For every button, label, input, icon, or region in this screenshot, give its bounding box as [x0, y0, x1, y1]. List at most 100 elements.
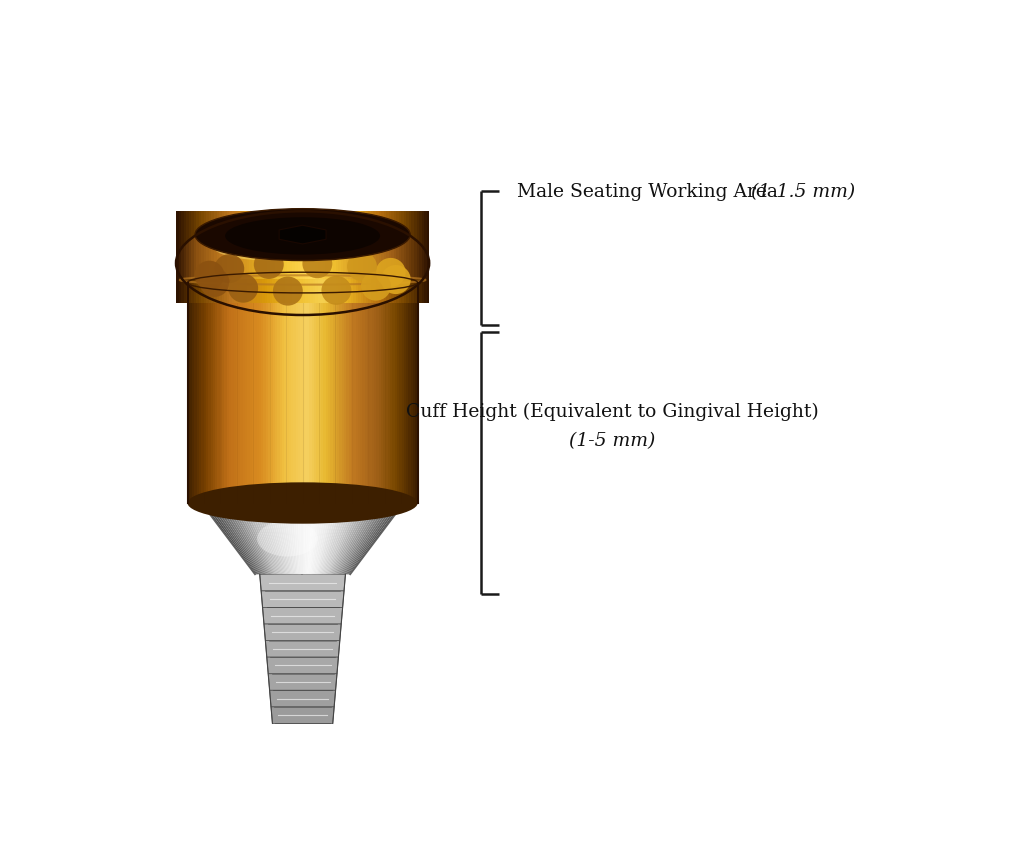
Polygon shape	[343, 211, 346, 303]
Polygon shape	[216, 211, 219, 303]
Polygon shape	[381, 211, 384, 303]
Polygon shape	[353, 216, 355, 279]
Polygon shape	[307, 211, 310, 279]
Polygon shape	[204, 230, 207, 279]
Polygon shape	[369, 219, 371, 279]
Polygon shape	[245, 216, 247, 279]
Polygon shape	[234, 503, 271, 574]
Polygon shape	[353, 211, 355, 303]
Polygon shape	[388, 283, 390, 503]
Polygon shape	[336, 211, 338, 303]
Polygon shape	[268, 674, 337, 690]
Polygon shape	[342, 283, 344, 503]
Polygon shape	[312, 503, 326, 574]
Ellipse shape	[214, 235, 328, 260]
Polygon shape	[262, 211, 264, 303]
Polygon shape	[338, 214, 341, 279]
Polygon shape	[204, 211, 207, 303]
Polygon shape	[323, 211, 326, 303]
Polygon shape	[178, 211, 181, 303]
Polygon shape	[274, 211, 278, 303]
Polygon shape	[226, 211, 229, 303]
Polygon shape	[188, 211, 191, 303]
Polygon shape	[280, 503, 293, 574]
Polygon shape	[337, 283, 339, 503]
Polygon shape	[326, 283, 328, 503]
Polygon shape	[290, 211, 293, 303]
Polygon shape	[334, 503, 371, 574]
Polygon shape	[241, 283, 243, 503]
Polygon shape	[307, 283, 309, 503]
Polygon shape	[416, 283, 418, 503]
Polygon shape	[367, 283, 370, 503]
Polygon shape	[328, 503, 358, 574]
Polygon shape	[275, 283, 278, 503]
Polygon shape	[313, 503, 328, 574]
Polygon shape	[248, 283, 250, 503]
Polygon shape	[183, 244, 186, 279]
Polygon shape	[391, 226, 394, 279]
Ellipse shape	[202, 495, 403, 511]
Polygon shape	[264, 624, 341, 641]
Polygon shape	[295, 211, 298, 279]
Polygon shape	[351, 283, 353, 503]
Polygon shape	[270, 283, 272, 503]
Ellipse shape	[200, 268, 229, 297]
Polygon shape	[307, 503, 315, 574]
Polygon shape	[250, 216, 252, 279]
Polygon shape	[339, 283, 342, 503]
Polygon shape	[239, 283, 241, 503]
Polygon shape	[348, 503, 401, 574]
Polygon shape	[221, 503, 265, 574]
Polygon shape	[274, 503, 291, 574]
Polygon shape	[269, 690, 336, 707]
Polygon shape	[287, 283, 289, 503]
Polygon shape	[204, 283, 206, 503]
Text: Cuff Height (Equivalent to Gingival Height): Cuff Height (Equivalent to Gingival Heig…	[406, 403, 818, 421]
Polygon shape	[291, 283, 294, 503]
Polygon shape	[341, 503, 386, 574]
Polygon shape	[211, 211, 214, 303]
Polygon shape	[333, 283, 335, 503]
Polygon shape	[252, 283, 254, 503]
Polygon shape	[348, 283, 351, 503]
Ellipse shape	[195, 261, 224, 290]
Polygon shape	[280, 212, 283, 279]
Polygon shape	[424, 211, 427, 303]
Polygon shape	[317, 211, 321, 303]
Polygon shape	[365, 283, 367, 503]
Polygon shape	[333, 213, 336, 279]
Polygon shape	[330, 283, 333, 503]
Polygon shape	[231, 220, 234, 279]
Polygon shape	[240, 503, 274, 574]
Polygon shape	[264, 214, 267, 279]
Polygon shape	[394, 211, 396, 303]
Polygon shape	[272, 211, 274, 303]
Ellipse shape	[225, 217, 380, 254]
Ellipse shape	[302, 249, 333, 278]
Polygon shape	[260, 574, 345, 591]
Polygon shape	[379, 222, 381, 279]
Polygon shape	[424, 251, 427, 279]
Polygon shape	[346, 283, 348, 503]
Polygon shape	[312, 211, 315, 279]
Polygon shape	[370, 283, 372, 503]
Polygon shape	[216, 503, 263, 574]
Polygon shape	[202, 211, 204, 303]
Text: (1-5 mm): (1-5 mm)	[569, 433, 655, 450]
Polygon shape	[318, 283, 321, 503]
Polygon shape	[396, 211, 398, 303]
Polygon shape	[245, 211, 247, 303]
Polygon shape	[374, 211, 376, 303]
Polygon shape	[234, 219, 237, 279]
Polygon shape	[322, 503, 346, 574]
Polygon shape	[211, 283, 213, 503]
Polygon shape	[401, 283, 403, 503]
Ellipse shape	[322, 276, 351, 305]
Polygon shape	[257, 503, 283, 574]
Polygon shape	[409, 236, 412, 279]
Polygon shape	[243, 283, 245, 503]
Polygon shape	[280, 211, 283, 303]
Polygon shape	[343, 214, 346, 279]
Polygon shape	[295, 503, 300, 574]
